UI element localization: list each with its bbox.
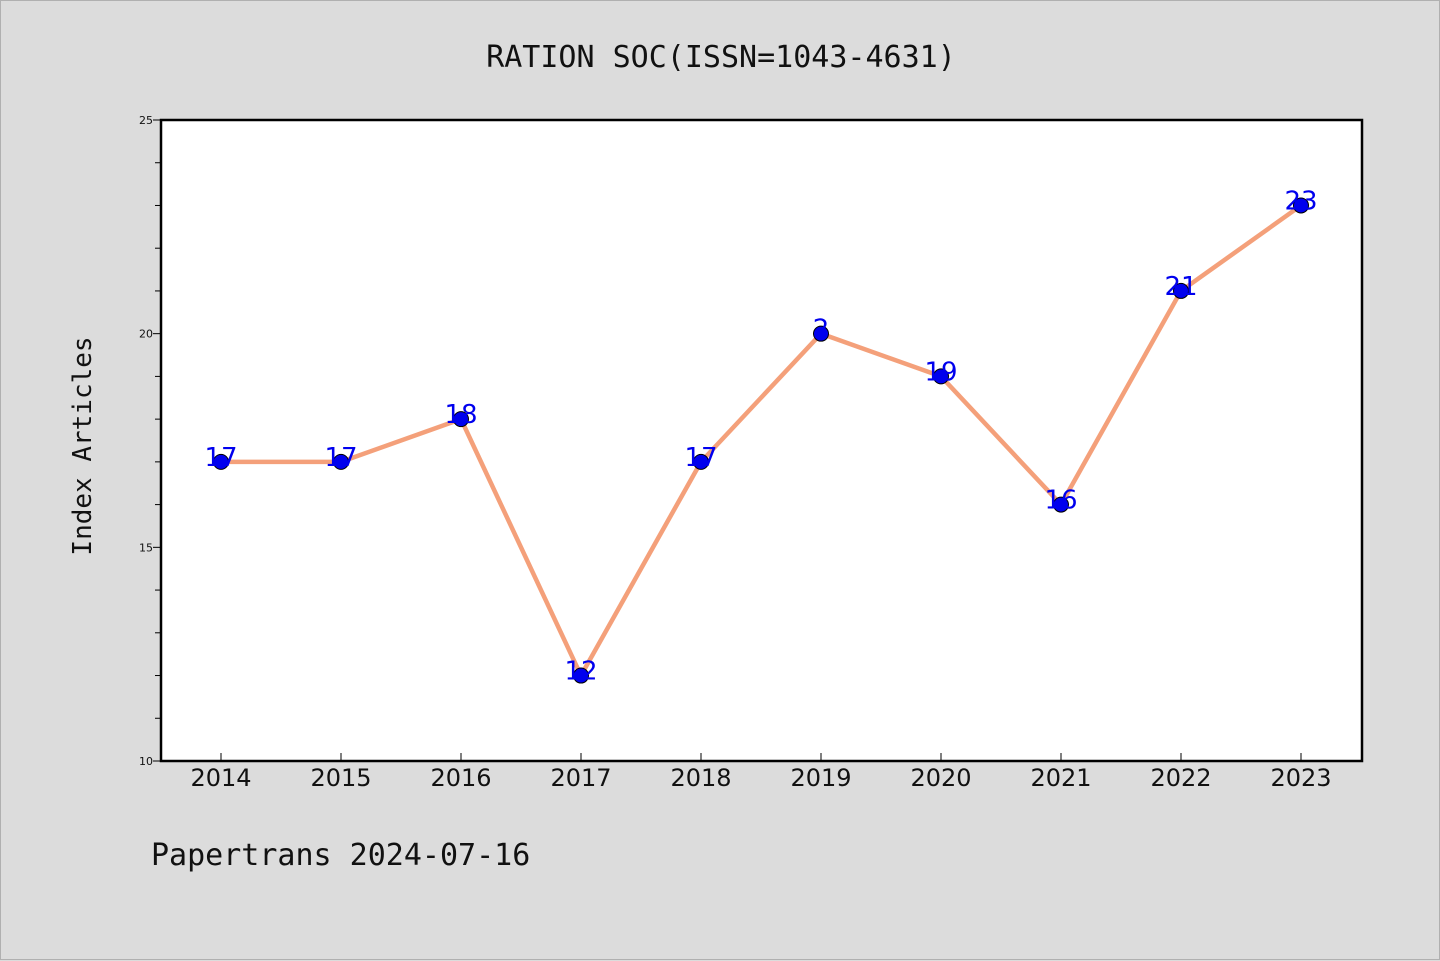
x-tick-label: 2017 <box>550 764 611 792</box>
x-tick-label: 2015 <box>310 764 371 792</box>
data-point-marker <box>573 667 589 684</box>
data-point-marker <box>1293 197 1309 214</box>
data-point-marker <box>813 325 829 342</box>
data-label: 2 <box>813 315 830 345</box>
x-tick-label: 2023 <box>1270 764 1331 792</box>
data-label: 21 <box>1164 272 1197 302</box>
series-line-path <box>221 203 1303 678</box>
x-tick-label: 2021 <box>1030 764 1091 792</box>
data-point-marker <box>933 368 949 385</box>
y-axis: 10 15 20 25 <box>139 114 161 768</box>
x-tick-label: 2019 <box>790 764 851 792</box>
data-label: 16 <box>1044 486 1077 516</box>
data-label: 18 <box>444 400 477 430</box>
series-line <box>221 203 1303 678</box>
data-point-marker <box>213 453 229 470</box>
chart-title: RATION SOC(ISSN=1043-4631) <box>486 40 956 75</box>
data-label: 17 <box>324 443 357 473</box>
data-point-marker <box>1173 282 1189 299</box>
data-point-marker <box>333 453 349 470</box>
plot-area <box>159 118 1364 763</box>
y-tick-label: 15 <box>139 541 153 554</box>
x-tick-label: 2018 <box>670 764 731 792</box>
data-label: 12 <box>564 657 597 687</box>
y-tick-label: 10 <box>139 755 153 768</box>
footer-date-stamp: Papertrans 2024-07-16 <box>151 838 530 873</box>
data-point-marker <box>693 453 709 470</box>
data-label: 23 <box>1284 186 1317 216</box>
series-markers <box>213 197 1309 684</box>
data-label: 19 <box>924 357 957 387</box>
data-labels: 17 17 18 12 17 2 19 16 21 23 <box>204 186 1317 686</box>
x-tick-label: 2020 <box>910 764 971 792</box>
data-point-marker <box>453 411 469 428</box>
data-label: 17 <box>684 443 717 473</box>
x-tick-label: 2022 <box>1150 764 1211 792</box>
x-tick-label: 2014 <box>190 764 251 792</box>
y-axis-label: Index Articles <box>68 336 98 555</box>
x-tick-label: 2016 <box>430 764 491 792</box>
data-point-marker <box>1053 496 1069 513</box>
data-label: 17 <box>204 443 237 473</box>
y-tick-label: 20 <box>139 328 153 341</box>
x-axis: 2014 2015 2016 2017 2018 2019 2020 2021 2022 2023 <box>190 753 1332 792</box>
y-tick-label: 25 <box>139 114 153 127</box>
